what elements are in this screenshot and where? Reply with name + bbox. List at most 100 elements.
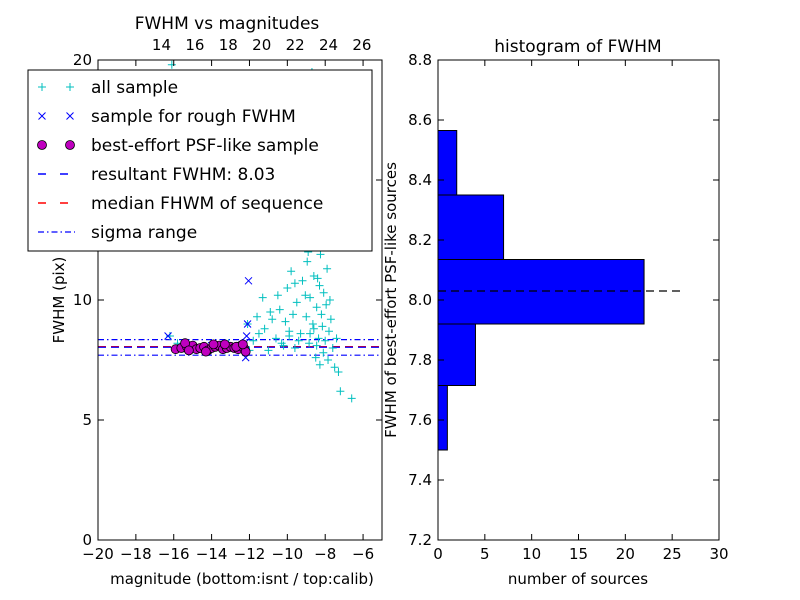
rough-sample-point-11 (244, 276, 253, 285)
legend-entry-0: all sample (38, 78, 178, 98)
legend-plus-marker-1 (66, 83, 74, 91)
all-sample-point-11 (254, 329, 263, 338)
all-sample-point-57 (325, 296, 334, 304)
all-sample-point-87 (277, 339, 286, 348)
scatter-top-tick-label-6: 26 (352, 36, 371, 54)
all-sample-point-31 (306, 293, 315, 302)
all-sample-point-42 (314, 334, 323, 343)
legend-label-1: sample for rough FWHM (91, 107, 296, 127)
all-sample-point-30 (305, 339, 314, 348)
scatter-ytick-label-2: 10 (73, 291, 92, 309)
scatter-ytick-label-1: 5 (82, 411, 92, 429)
legend: all sample sample for rough FWHM best-effo… (27, 69, 373, 252)
best-sample-point-20 (201, 346, 211, 357)
scatter-top-tick-label-5: 24 (319, 36, 338, 54)
scatter-xtick-label-4: −12 (234, 545, 266, 563)
all-sample-point-18 (283, 284, 292, 292)
scatter-top-tick-label-3: 20 (252, 36, 271, 54)
histogram-panel: histogram of FWHM 0 5 10 15 20 25 30 7.2 7.4 7.6… (382, 37, 729, 588)
all-sample-point-74 (281, 317, 290, 326)
scatter-top-ticks: 14 16 18 20 22 24 26 (152, 36, 372, 54)
all-sample-point-39 (312, 303, 321, 312)
legend-entries: all sample sample for rough FWHM best-effo… (37, 78, 323, 243)
all-sample-point-71 (313, 274, 322, 283)
all-sample-point-72 (290, 279, 299, 288)
histogram-plot-area (437, 130, 682, 451)
rough-sample-point-0 (164, 332, 172, 340)
all-sample-point-82 (306, 329, 315, 338)
scatter-xtick-label-3: −14 (196, 545, 228, 563)
histogram-bottom-ticks: 0 5 10 15 20 25 30 (433, 60, 729, 563)
histogram-ytick-label-8: 8.8 (408, 51, 432, 69)
histogram-xtick-label-6: 30 (709, 545, 728, 563)
legend-label-0: all sample (91, 78, 178, 98)
scatter-xtick-label-6: −8 (314, 545, 336, 563)
all-sample-point-24 (296, 329, 305, 338)
histogram-bar-0 (437, 385, 448, 451)
scatter-xtick-label-2: −16 (158, 545, 190, 563)
scatter-clip-viewport (98, 60, 382, 403)
histogram-left-ticks: 7.2 7.4 7.6 7.8 8.0 8.2 8.4 8.6 8.8 (408, 51, 719, 549)
all-sample-point-80 (347, 394, 356, 403)
best-sample-point-23 (237, 339, 248, 350)
all-sample-point-34 (308, 320, 317, 328)
all-sample-point-20 (287, 267, 296, 276)
histogram-bar-3 (437, 194, 505, 260)
histogram-bars (437, 130, 645, 451)
histogram-xtick-label-5: 25 (663, 545, 682, 563)
histogram-xtick-label-0: 0 (433, 545, 443, 563)
histogram-ytick-label-1: 7.4 (408, 471, 432, 489)
all-sample-point-50 (319, 288, 328, 297)
legend-entry-5: sigma range (38, 223, 197, 243)
histogram-title: histogram of FWHM (494, 37, 661, 57)
legend-box (27, 69, 373, 252)
scatter-title: FWHM vs magnitudes (135, 14, 320, 34)
legend-label-2: best-effort PSF-like sample (91, 136, 319, 156)
all-sample-point-55 (324, 356, 333, 364)
histogram-xtick-label-1: 5 (480, 545, 490, 563)
scatter-xtick-label-0: −20 (82, 545, 114, 563)
all-sample-point-28 (303, 257, 312, 266)
scatter-series-best (170, 338, 251, 357)
legend-circle-marker-0 (37, 140, 47, 150)
rough-sample-point-10 (243, 320, 252, 328)
histogram-ylabel: FWHM of best-effort PSF-like sources (382, 162, 400, 438)
legend-entry-4: median FHWM of sequence (38, 194, 323, 214)
all-sample-point-77 (258, 293, 267, 302)
all-sample-point-22 (292, 298, 301, 307)
all-sample-point-56 (324, 327, 333, 336)
scatter-ytick-label-0: 0 (82, 531, 92, 549)
all-sample-point-84 (312, 341, 321, 350)
scatter-top-tick-label-1: 16 (185, 36, 204, 54)
all-sample-point-59 (328, 344, 337, 352)
scatter-top-tick-label-4: 22 (286, 36, 305, 54)
all-sample-point-78 (253, 312, 262, 321)
all-sample-point-63 (336, 387, 345, 396)
all-sample-point-13 (264, 346, 273, 355)
legend-entry-2: best-effort PSF-like sample (37, 136, 319, 156)
all-sample-point-61 (332, 334, 341, 343)
all-sample-point-73 (289, 310, 298, 319)
all-sample-point-21 (290, 344, 299, 352)
histogram-xlabel: number of sources (508, 570, 648, 588)
best-sample-point-24 (183, 345, 194, 356)
scatter-ytick-label-4: 20 (73, 51, 92, 69)
scatter-xtick-label-5: −10 (272, 545, 304, 563)
all-sample-point-58 (326, 315, 335, 324)
best-sample-point-21 (219, 339, 230, 350)
all-sample-point-85 (294, 336, 303, 345)
histogram-bar-2 (437, 259, 645, 325)
histogram-xtick-label-2: 10 (522, 545, 541, 563)
legend-plus-marker-0 (38, 83, 46, 91)
all-sample-point-44 (315, 360, 324, 369)
histogram-ytick-label-0: 7.2 (408, 531, 432, 549)
legend-label-3: resultant FWHM: 8.03 (91, 165, 275, 185)
scatter-bottom-ticks: −20 −18 −16 −14 −12 −10 −8 −6 (82, 60, 374, 563)
all-sample-point-83 (309, 324, 318, 333)
all-sample-point-25 (298, 276, 307, 285)
all-sample-point-10 (249, 336, 258, 345)
rough-sample-point-9 (242, 332, 251, 340)
legend-x-marker-0 (38, 112, 46, 120)
legend-entry-1: sample for rough FWHM (38, 107, 296, 127)
